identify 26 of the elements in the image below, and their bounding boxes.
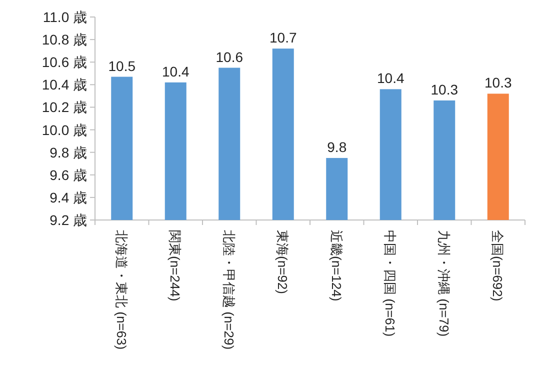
x-tick-label: 北陸・甲信越 (n=29)	[221, 230, 236, 350]
y-tick-label: 11.0 歳	[42, 9, 87, 25]
y-tick-label: 9.8 歳	[50, 144, 87, 160]
y-tick-label: 10.6 歳	[42, 54, 87, 70]
y-tick-label: 10.0 歳	[42, 122, 87, 138]
data-label: 10.6	[216, 48, 244, 65]
y-tick-label: 9.6 歳	[50, 166, 87, 183]
y-tick-label: 10.8 歳	[42, 32, 87, 48]
data-label: 10.3	[430, 81, 458, 98]
x-tick-label: 中国・四国 (n=61)	[382, 230, 398, 337]
x-tick-label: 東海(n=92)	[275, 230, 290, 294]
x-tick-label: 北海道・東北 (n=63)	[114, 230, 129, 350]
data-label: 10.7	[270, 30, 297, 46]
data-label: 10.4	[377, 70, 404, 86]
x-tick-label: 関東(n=244)	[168, 230, 183, 302]
y-tick-label: 9.4 歳	[50, 189, 87, 206]
data-label: 10.5	[108, 58, 136, 74]
y-tick-label: 10.4 歳	[42, 76, 87, 93]
data-label: 9.8	[327, 138, 347, 155]
x-tick-label: 九州・沖縄 (n=79)	[436, 230, 452, 337]
y-tick-label: 10.2 歳	[42, 99, 87, 116]
x-tick-label: 全国(n=692)	[490, 230, 506, 302]
x-tick-label: 近畿(n=124)	[328, 230, 344, 302]
data-label: 10.4	[162, 63, 190, 80]
y-tick-label: 9.2 歳	[50, 212, 87, 228]
data-label: 10.3	[484, 74, 512, 91]
